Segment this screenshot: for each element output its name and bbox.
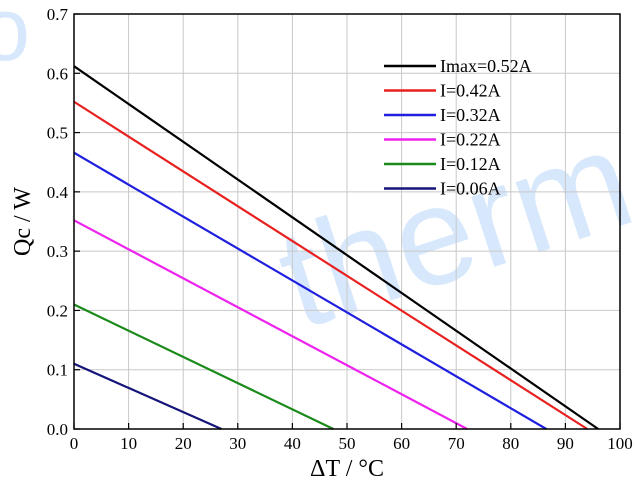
series-lines (73, 65, 599, 431)
x-tick-label: 10 (120, 434, 137, 453)
legend-label: I=0.32A (440, 105, 501, 125)
legend-label: I=0.12A (440, 154, 501, 174)
x-tick-label: 90 (557, 434, 574, 453)
legend-label: I=0.42A (440, 81, 501, 101)
legend: Imax=0.52A I=0.42A I=0.32A I=0.22A I=0.12A I=… (384, 56, 532, 199)
x-tick-label: 0 (70, 434, 79, 453)
legend-label: I=0.22A (440, 130, 501, 150)
x-tick-label: 60 (393, 434, 410, 453)
series-line (73, 100, 588, 430)
x-tick-label: 70 (448, 434, 465, 453)
x-tick-label: 80 (502, 434, 519, 453)
series-line (73, 219, 468, 430)
y-tick-label: 0.1 (47, 361, 68, 380)
y-tick-label: 0.6 (47, 64, 68, 83)
x-axis: 0 10 20 30 40 50 60 70 80 90 100 (70, 423, 633, 453)
watermark: o therm (0, 0, 641, 359)
series-line (73, 65, 599, 430)
y-tick-label: 0.4 (47, 183, 69, 202)
y-tick-label: 0.7 (47, 5, 69, 24)
x-tick-label: 100 (607, 434, 633, 453)
series-line (73, 151, 547, 430)
x-axis-title: ΔT / °C (310, 456, 384, 482)
y-tick-label: 0.5 (47, 124, 68, 143)
x-tick-label: 40 (284, 434, 301, 453)
series-line (73, 303, 334, 430)
y-axis: 0.0 0.1 0.2 0.3 0.4 0.5 0.6 0.7 (47, 5, 80, 439)
grid (74, 14, 620, 429)
series-line (73, 362, 222, 431)
x-tick-label: 30 (229, 434, 246, 453)
x-tick-label: 50 (339, 434, 356, 453)
y-tick-label: 0.2 (47, 301, 68, 320)
watermark-letter: o (0, 0, 30, 80)
y-tick-label: 0.3 (47, 242, 68, 261)
y-axis-title: Qc / W (10, 187, 36, 256)
x-tick-label: 20 (175, 434, 192, 453)
y-tick-label: 0.0 (47, 420, 68, 439)
legend-label: Imax=0.52A (440, 56, 532, 76)
legend-label: I=0.06A (440, 179, 501, 199)
